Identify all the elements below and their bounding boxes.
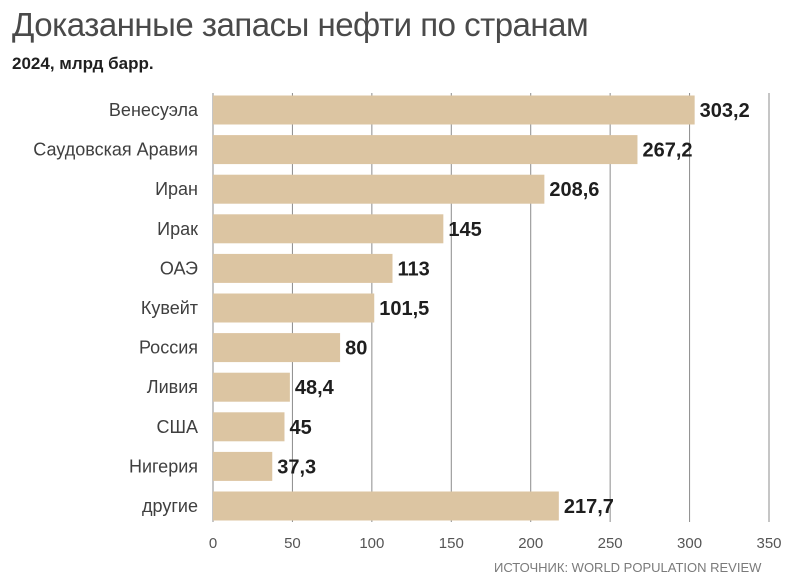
bar — [213, 214, 444, 244]
bar — [213, 95, 695, 125]
category-label: Ирак — [157, 219, 198, 239]
value-label: 208,6 — [549, 179, 599, 201]
value-label: 217,7 — [564, 496, 614, 518]
x-tick-label: 0 — [209, 535, 217, 552]
value-label: 80 — [345, 338, 367, 360]
value-label: 101,5 — [379, 298, 429, 320]
category-label: Венесуэла — [109, 100, 199, 120]
x-tick-label: 50 — [284, 535, 301, 552]
bar — [213, 412, 285, 442]
bar — [213, 333, 341, 363]
category-label: Кувейт — [141, 298, 198, 318]
chart-subtitle: 2024, млрд барр. — [12, 54, 154, 73]
category-label: Ливия — [147, 377, 198, 397]
bar — [213, 253, 393, 283]
value-label: 267,2 — [642, 140, 692, 162]
x-tick-label: 350 — [756, 535, 781, 552]
value-label: 45 — [289, 417, 311, 439]
bar — [213, 372, 290, 402]
x-tick-label: 250 — [598, 535, 623, 552]
bar — [213, 293, 375, 323]
bar — [213, 135, 638, 165]
x-tick-label: 300 — [677, 535, 702, 552]
bar — [213, 174, 545, 204]
value-label: 37,3 — [277, 456, 316, 478]
source-note: ИСТОЧНИК: WORLD POPULATION REVIEW — [494, 560, 762, 575]
category-label: США — [156, 417, 198, 437]
value-label: 303,2 — [700, 100, 750, 122]
x-tick-label: 200 — [518, 535, 543, 552]
bar — [213, 451, 273, 481]
category-label: ОАЭ — [160, 258, 198, 278]
value-label: 48,4 — [295, 377, 335, 399]
category-label: Иран — [155, 179, 198, 199]
bar — [213, 491, 559, 521]
category-label: другие — [142, 496, 198, 516]
category-label: Саудовская Аравия — [33, 140, 198, 160]
value-label: 145 — [448, 219, 481, 241]
x-tick-label: 150 — [439, 535, 464, 552]
category-label: Россия — [139, 338, 198, 358]
x-tick-label: 100 — [359, 535, 384, 552]
category-label: Нигерия — [129, 456, 198, 476]
chart-title: Доказанные запасы нефти по странам — [12, 6, 589, 43]
value-label: 113 — [398, 258, 430, 280]
